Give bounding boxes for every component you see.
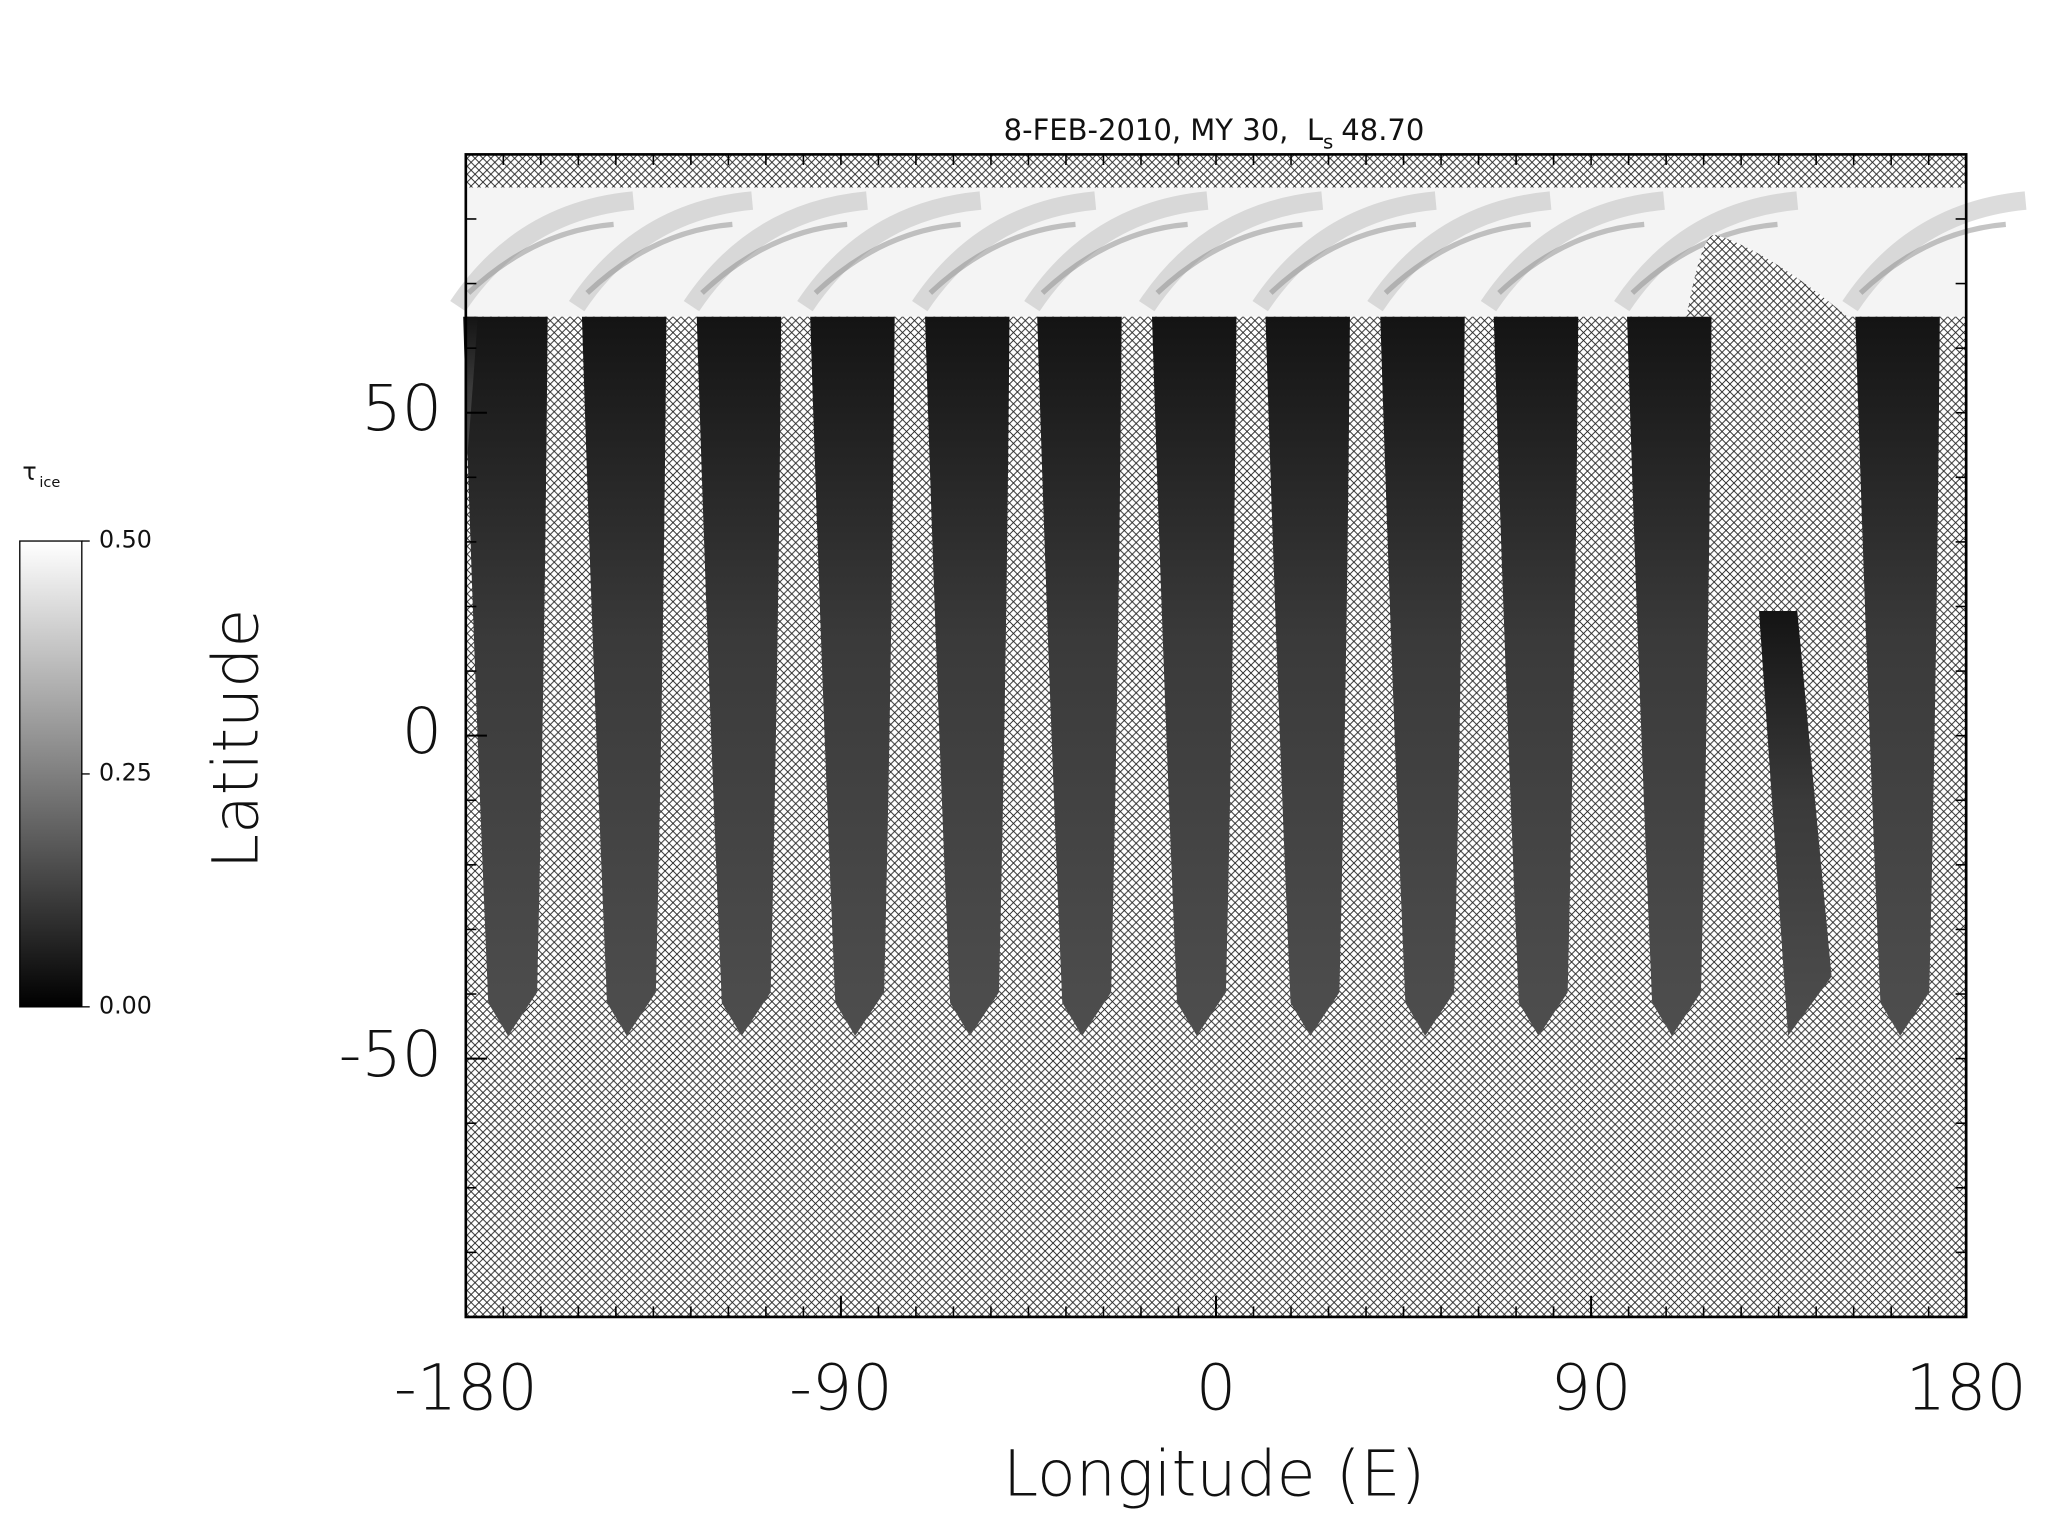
cap-streak [585,221,733,295]
y-tick-label: 0 [402,694,442,768]
colorbar-tick-label: 0.50 [99,526,152,554]
colorbar-symbol: τ [22,457,36,485]
swath [463,316,548,1036]
swath [810,316,895,1036]
colorbar-tick-label: 0.25 [99,758,152,786]
x-tick-label: -90 [789,1351,892,1425]
cap-streak [466,221,614,295]
cap-streak [928,221,1076,295]
cap-streak [1268,221,1417,295]
no-data-arch [1686,234,1848,317]
swath [1759,610,1832,1036]
title-symbol: L [1307,113,1324,147]
cap-streak [1040,221,1188,295]
colorbar-tick-label: 0.00 [99,991,152,1019]
swath [1037,316,1122,1036]
cap-streak [1630,221,1778,295]
swath [1380,316,1465,1036]
swath [581,316,667,1036]
swath [1627,316,1712,1036]
swath [1855,316,1940,1036]
swath [1152,316,1237,1036]
x-tick-label: -180 [394,1351,538,1425]
x-tick-label: 180 [1906,1351,2027,1425]
y-tick-label: 50 [361,371,442,445]
cap-streak [1155,221,1303,295]
title-text: 8-FEB-2010, MY 30, [1004,113,1289,147]
colorbar-label: τ ice [22,457,60,491]
x-tick-label: 0 [1196,1351,1236,1425]
chart-title: 8-FEB-2010, MY 30, Ls 48.70 [1004,113,1425,153]
swath [925,316,1010,1036]
plot-area [450,154,2027,1317]
swath-edge [465,316,478,476]
title-subscript: s [1323,130,1333,153]
cap-streak [700,221,848,295]
swath [696,316,782,1036]
x-tick-label: 90 [1551,1351,1632,1425]
colorbar-subscript: ice [39,475,60,491]
swath [1265,316,1350,1036]
cap-streak [1383,221,1531,295]
cap-streak [1497,221,1645,295]
cap-streak [1858,221,2006,295]
colorbar [19,540,83,1008]
swath [1493,316,1579,1036]
title-value: 48.70 [1341,113,1424,147]
y-axis-label: Latitude [199,609,273,870]
y-tick-label: -50 [339,1017,442,1091]
cap-streak [813,221,961,295]
x-axis-label: Longitude (E) [1003,1436,1425,1510]
